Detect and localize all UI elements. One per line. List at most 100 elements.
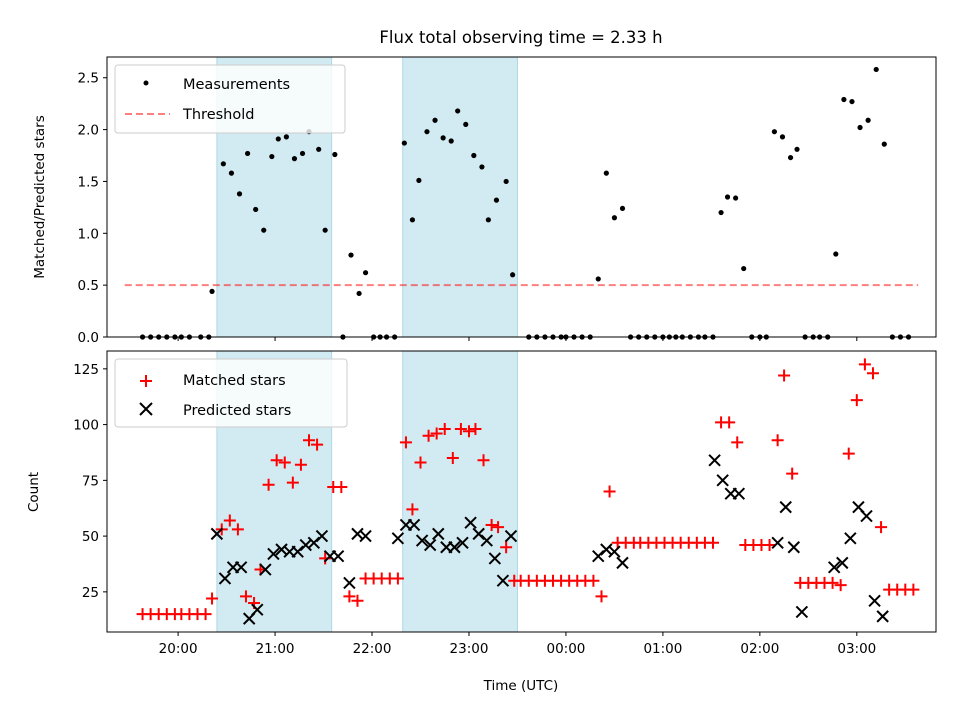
y-tick-label: 0.0 <box>78 330 99 346</box>
measurement-point <box>503 178 509 185</box>
chart-title: Flux total observing time = 2.33 h <box>379 28 662 47</box>
matched-star-point <box>446 452 459 465</box>
measurement-point <box>409 217 416 223</box>
predicted-stars-points <box>210 454 889 625</box>
matched-star-point <box>422 429 435 442</box>
matched-star-point <box>492 521 505 534</box>
x-tick-label: 22:00 <box>353 641 392 657</box>
matched-star-point <box>343 590 356 603</box>
measurement-point <box>849 98 855 105</box>
matched-star-point <box>278 456 291 469</box>
measurement-point <box>283 134 289 140</box>
measurement-point <box>348 252 354 258</box>
y-tick-label: 100 <box>73 418 99 434</box>
bottom-y-ticks: 25 50 75 100 125 <box>73 362 107 601</box>
bottom-legend-box <box>114 358 348 428</box>
matched-star-point <box>262 478 275 491</box>
predicted-star-point <box>496 574 510 587</box>
predicted-star-point <box>315 529 329 543</box>
measurement-point <box>401 140 407 146</box>
predicted-star-point <box>708 454 721 467</box>
matched-star-point <box>239 590 252 603</box>
predicted-star-point <box>234 561 248 574</box>
measurement-point <box>787 154 794 161</box>
x-tick-label: 20:00 <box>159 641 198 657</box>
x-tick-label: 00:00 <box>546 641 585 657</box>
matched-star-point <box>834 579 847 592</box>
measurement-point <box>291 156 298 162</box>
matched-star-point <box>206 592 219 605</box>
predicted-star-point <box>876 610 889 623</box>
matched-star-point <box>866 367 879 380</box>
measurement-point <box>440 135 446 141</box>
measurement-point <box>261 227 267 233</box>
top-panel: 0.0 0.5 1.0 1.5 2.0 2.5 Matched/Predicted sta… <box>32 56 937 346</box>
measurement-point <box>322 227 328 233</box>
measurement-point <box>857 124 863 131</box>
predicted-star-point <box>868 594 881 607</box>
predicted-star-point <box>827 561 841 574</box>
matched-star-point <box>763 539 776 552</box>
predicted-star-point <box>480 534 493 547</box>
top-y-axis-label: Matched/Predicted stars <box>32 115 48 278</box>
matched-star-point <box>199 608 212 621</box>
top-x-ticks <box>177 337 858 341</box>
measurement-point <box>724 194 731 200</box>
measurement-point <box>595 276 601 282</box>
measurement-point <box>244 150 251 157</box>
measurement-point <box>424 129 430 135</box>
predicted-star-point <box>787 541 801 554</box>
y-tick-label: 2.0 <box>78 123 99 139</box>
legend-threshold-label: Threshold <box>182 107 254 123</box>
top-y-ticks: 0.0 0.5 1.0 1.5 2.0 2.5 <box>78 71 107 346</box>
bottom-legend: Matched stars Predicted stars <box>114 358 348 428</box>
matched-star-point <box>723 416 736 429</box>
matched-star-point <box>485 518 498 531</box>
measurement-point <box>228 170 235 176</box>
measurement-point <box>416 177 422 184</box>
top-legend: Measurements Threshold <box>114 64 346 134</box>
measurement-point <box>316 146 322 152</box>
predicted-star-point <box>448 541 461 554</box>
legend-measurement-marker <box>143 80 149 86</box>
matched-star-point <box>595 590 608 603</box>
matched-star-point <box>477 454 490 467</box>
predicted-star-point <box>432 527 445 541</box>
measurement-point <box>865 117 871 123</box>
top-legend-box <box>114 64 346 134</box>
matched-star-point <box>391 572 404 585</box>
predicted-star-point <box>836 556 849 570</box>
predicted-star-point <box>275 543 288 556</box>
measurement-point <box>471 152 477 159</box>
matched-star-point <box>587 574 600 587</box>
predicted-star-point <box>331 549 345 563</box>
x-tick-label: 21:00 <box>256 641 295 657</box>
predicted-star-point <box>407 518 421 532</box>
matched-star-point <box>399 436 412 449</box>
bottom-axes-frame <box>106 350 937 633</box>
legend-matched-marker <box>140 375 152 387</box>
predicted-star-point <box>464 516 477 529</box>
y-tick-label: 1.0 <box>78 226 99 242</box>
matched-star-point <box>731 436 744 449</box>
matched-star-point <box>406 503 419 516</box>
matched-star-point <box>500 541 513 554</box>
matched-star-point <box>778 369 791 382</box>
matched-star-point <box>414 456 427 469</box>
measurement-point <box>220 161 226 167</box>
measurement-point <box>275 136 281 142</box>
shaded-interval <box>402 56 518 338</box>
measurement-point <box>771 129 778 135</box>
matched-star-point <box>826 576 839 589</box>
x-tick-label: 02:00 <box>740 641 779 657</box>
measurement-point <box>619 205 626 212</box>
y-tick-label: 1.5 <box>78 174 99 190</box>
predicted-star-point <box>351 527 364 541</box>
measurement-point <box>332 151 338 158</box>
measurement-point <box>463 121 469 128</box>
matched-star-point <box>786 467 799 480</box>
top-axes-frame <box>106 56 937 338</box>
x-tick-label: 01:00 <box>643 641 682 657</box>
measurement-point <box>779 134 786 140</box>
